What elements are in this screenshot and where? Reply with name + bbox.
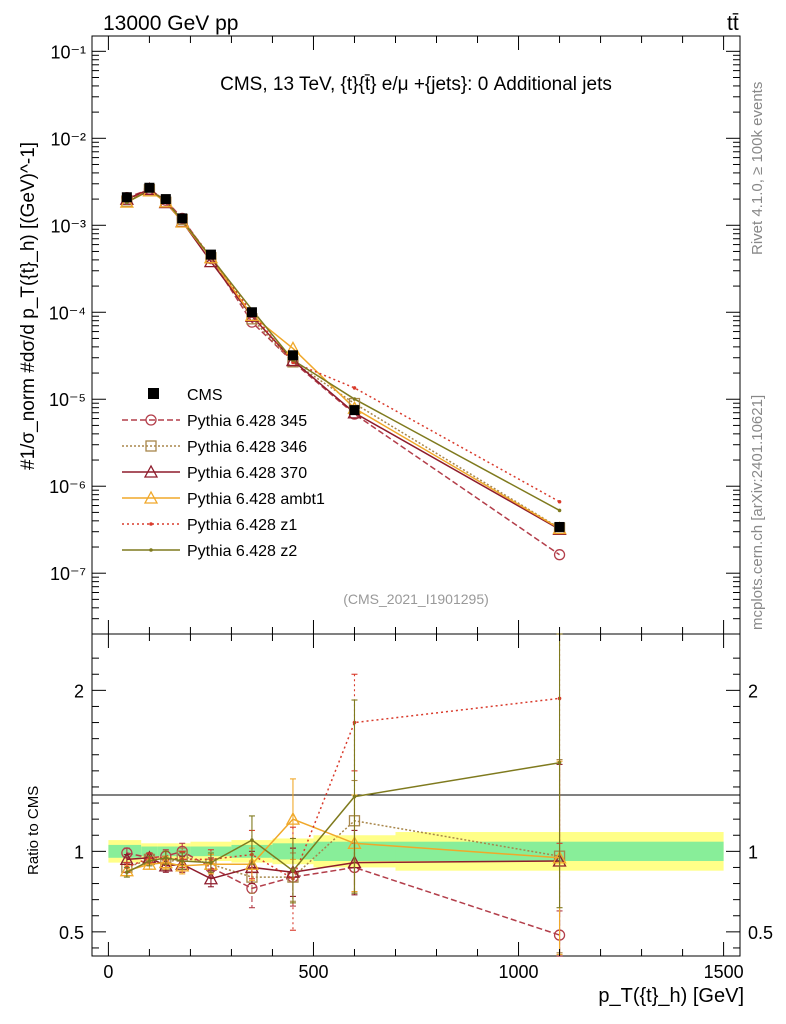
legend-label: Pythia 6.428 345 [187,413,307,430]
legend-label: Pythia 6.428 z1 [187,517,297,534]
energy-label: 13000 GeV pp [103,12,238,35]
mc-main-point [203,254,219,268]
main-panel: 10⁻⁷ 10⁻⁶ 10⁻⁵ 10⁻⁴ 10⁻³ 10⁻² 10⁻¹ CMS, 13 TeV… [18,35,741,635]
mc-ratio-point [180,859,185,863]
mc-ratio-point [158,858,173,872]
x-tick-label: 0 [103,962,113,982]
mc-ratio-point [147,859,152,863]
rivet-label: Rivet 4.1.0, ≥ 100k events [749,82,766,255]
ratio-panel: 0.5 0.5 1 1 2 2 Ratio to CMS [25,633,773,957]
x-tick-label: 500 [298,962,328,982]
main-y-ticks: 10⁻⁷ 10⁻⁶ 10⁻⁵ 10⁻⁴ 10⁻³ 10⁻² 10⁻¹ [49,42,740,635]
mc-main-point [553,549,566,561]
mc-main-point [557,499,562,504]
y-tick-label: 10⁻² [50,129,86,149]
mc-ratio-point [557,761,562,765]
ratio-tick-label: 0.5 [59,923,84,943]
cms-data-point [121,192,132,203]
legend-marker [145,440,157,452]
process-label: tt̄ [727,12,739,35]
legend-label: Pythia 6.428 z2 [187,543,297,560]
x-tick-label: 1000 [499,962,539,982]
x-tick-label: 1500 [704,962,744,982]
legend-marker [149,548,153,552]
cms-data-point [349,405,360,416]
mc-line-main [126,188,560,503]
ratio-tick-label-right: 0.5 [748,923,773,943]
band-inner [108,844,142,858]
legend-label: Pythia 6.428 346 [187,439,307,456]
mc-ratio-point [285,811,301,825]
mc-main-point [557,508,562,513]
cms-data-point [246,307,257,318]
mc-ratio-point [291,868,295,873]
mc-ratio-point [142,856,157,870]
cms-data-point [554,521,565,532]
mc-line-main [126,189,560,512]
cms-data-point [177,213,188,224]
y-axis-label: #1/σ_norm #dσ/d p_T({t}_h) [(GeV)^-1] [18,142,39,470]
cms-data-point [287,350,298,361]
legend-label: Pythia 6.428 370 [187,465,307,482]
legend-marker [143,490,159,504]
legend-marker [149,522,153,526]
ratio-tick-label-right: 1 [748,842,758,862]
legend-marker [143,464,159,478]
cms-data-point [160,194,171,205]
legend-cms-marker [148,388,159,399]
site-label: mcplots.cern.ch [arXiv:2401.10621] [749,395,766,630]
mc-ratio-point [125,870,129,875]
ratio-tick-label: 1 [74,842,84,862]
legend-label: Pythia 6.428 ambt1 [187,491,325,508]
mc-ratio-point [158,855,173,869]
legend-cms-label: CMS [187,387,223,404]
main-markers [119,181,567,561]
ratio-mc-lines [119,633,567,957]
mc-ratio-point [352,794,357,799]
mc-main-point [352,397,357,401]
ratio-tick-label-right: 2 [748,681,758,701]
y-tick-label: 10⁻⁷ [50,564,86,584]
ratio-y-ticks: 0.5 0.5 1 1 2 2 [59,657,773,949]
y-tick-label: 10⁻³ [50,216,86,236]
chart-watermark: (CMS_2021_I1901295) [343,591,489,607]
y-tick-label: 10⁻⁶ [49,477,86,497]
mc-ratio-point [209,860,213,865]
legend-marker [145,414,157,426]
cms-data-point [205,249,216,260]
cms-data-point [144,182,155,193]
legend: CMS Pythia 6.428 345 Pythia 6.428 346 Pythi… [122,387,325,560]
ratio-y-axis-label: Ratio to CMS [25,786,42,875]
mc-ratio-point [175,858,190,872]
y-tick-label: 10⁻⁵ [49,390,86,410]
mc-main-point [352,386,357,390]
x-axis-label: p_T({t}_h) [GeV] [598,985,744,1007]
y-tick-label: 10⁻⁴ [49,303,86,323]
x-axis-ticks: 0 500 1000 1500 [103,36,744,982]
chart-title: CMS, 13 TeV, {t}{t̄} e/μ +{jets}: 0 Addi… [220,74,612,95]
mc-ratio-point [250,838,254,842]
y-tick-label: 10⁻¹ [50,42,86,62]
ratio-tick-label: 2 [74,681,84,701]
mc-ratio-point [164,855,168,860]
mc-ratio-point [203,871,219,885]
